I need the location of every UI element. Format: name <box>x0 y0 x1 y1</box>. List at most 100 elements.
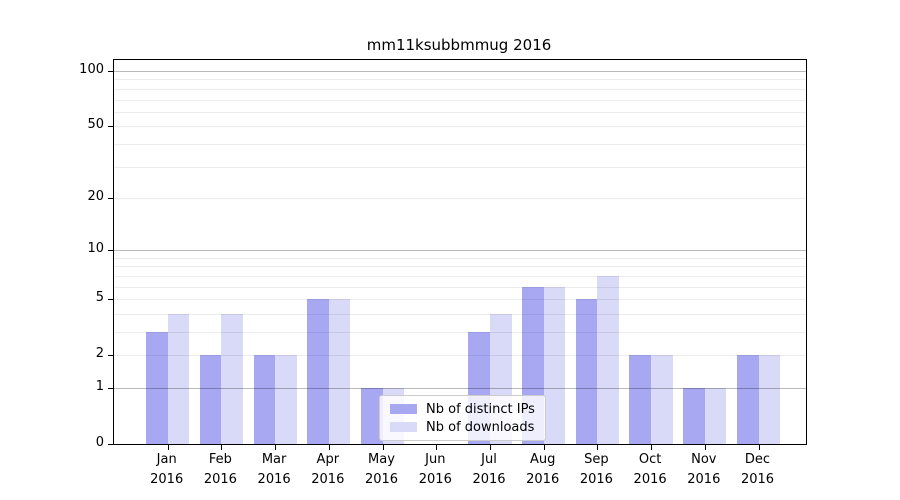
x-tick-label: Oct 2016 <box>618 450 682 490</box>
x-tick-label-month: Dec <box>744 452 771 467</box>
x-tick-label-year: 2016 <box>633 472 667 487</box>
x-tick-label-year: 2016 <box>687 472 721 487</box>
x-tick-label: Dec 2016 <box>726 450 790 490</box>
legend-swatch-distinct-ips <box>390 404 417 414</box>
x-tick-label: Mar 2016 <box>242 450 306 490</box>
bar-distinct-ips-apr <box>307 299 329 444</box>
gridline-y-7 <box>114 275 806 277</box>
y-tick-mark <box>108 299 113 301</box>
x-tick-label-year: 2016 <box>740 472 775 487</box>
x-tick-mark <box>758 445 760 450</box>
gridline-y-100 <box>114 71 806 72</box>
x-tick-label-month: Nov <box>691 452 717 467</box>
x-tick-label-year: 2016 <box>472 472 506 487</box>
x-tick-label-year: 2016 <box>579 472 613 487</box>
bar-downloads-mar <box>275 355 297 444</box>
gridline-y-30 <box>114 166 806 168</box>
legend-label: Nb of distinct IPs <box>426 401 535 417</box>
y-tick-mark <box>108 250 113 252</box>
x-tick-label: Aug 2016 <box>511 450 575 490</box>
y-tick-mark <box>108 197 113 199</box>
x-tick-label: Jan 2016 <box>135 450 199 490</box>
bar-distinct-ips-jan <box>146 332 168 444</box>
gridline-y-1 <box>114 388 806 389</box>
gridline-y-50 <box>114 126 806 128</box>
legend-row: Nb of distinct IPs <box>390 401 535 417</box>
y-tick-mark <box>108 126 113 128</box>
chart-title: mm11ksubbmmug 2016 <box>366 36 552 54</box>
gridline-y-40 <box>114 143 806 145</box>
gridline-y-4 <box>114 313 806 315</box>
gridline-y-10 <box>114 250 806 252</box>
y-tick-label: 0 <box>95 435 104 450</box>
y-tick-label: 2 <box>95 346 104 362</box>
x-tick-mark <box>543 445 545 450</box>
y-tick-label: 5 <box>95 290 104 306</box>
x-tick-label-year: 2016 <box>418 472 452 487</box>
gridline-y-90 <box>114 79 806 81</box>
x-tick-mark <box>275 445 277 450</box>
bar-distinct-ips-sep <box>575 299 598 444</box>
plot-area: Nb of distinct IPs Nb of downloads <box>108 59 807 450</box>
bar-downloads-oct <box>651 355 673 444</box>
gridline-y-60 <box>114 111 806 113</box>
y-tick-label: 20 <box>87 188 104 204</box>
x-tick-label-year: 2016 <box>150 472 184 487</box>
x-tick-mark <box>704 445 706 450</box>
bar-distinct-ips-oct <box>629 355 652 444</box>
x-tick-label-month: Aug <box>529 452 556 467</box>
x-tick-label-year: 2016 <box>364 472 399 487</box>
bar-downloads-dec <box>758 355 781 444</box>
x-tick-mark <box>221 445 223 450</box>
x-tick-label: Nov 2016 <box>672 450 736 490</box>
y-tick-mark <box>108 444 113 445</box>
y-tick-label: 1 <box>95 379 104 394</box>
bar-distinct-ips-feb <box>199 355 222 444</box>
x-tick-label-month: Jul <box>481 452 497 467</box>
x-tick-mark <box>436 445 438 450</box>
gridline-y-3 <box>114 332 806 333</box>
x-tick-label-month: Jun <box>425 452 446 467</box>
x-tick-label-year: 2016 <box>257 472 291 487</box>
x-tick-mark <box>651 445 653 450</box>
legend-swatch-downloads <box>390 422 417 432</box>
x-tick-label-year: 2016 <box>311 472 345 487</box>
gridline-y-20 <box>114 197 806 199</box>
bar-distinct-ips-may <box>360 388 383 444</box>
bar-distinct-ips-dec <box>736 355 759 444</box>
bar-downloads-sep <box>597 275 619 444</box>
tick-marks-layer <box>108 60 806 450</box>
gridline-y-5 <box>114 299 806 301</box>
x-tick-label: Jun 2016 <box>403 450 467 490</box>
bar-downloads-feb <box>221 313 243 444</box>
bar-downloads-jan <box>167 313 190 444</box>
y-tick-label: 50 <box>87 117 104 133</box>
gridline-y-8 <box>114 266 806 268</box>
y-tick-mark <box>108 388 113 389</box>
gridline-y-80 <box>114 88 806 90</box>
y-tick-label: 100 <box>79 62 104 77</box>
bar-distinct-ips-mar <box>253 355 276 444</box>
x-tick-label-month: May <box>368 452 395 467</box>
x-tick-mark <box>597 445 599 450</box>
bar-distinct-ips-nov <box>683 388 705 444</box>
y-tick-mark <box>108 355 113 357</box>
x-tick-mark <box>490 445 491 450</box>
x-tick-label-year: 2016 <box>526 472 560 487</box>
gridlines-layer <box>114 60 806 444</box>
bar-downloads-aug <box>543 286 566 444</box>
gridline-y-6 <box>114 286 806 288</box>
gridline-y-70 <box>114 99 806 101</box>
x-tick-mark <box>167 445 169 450</box>
legend-row: Nb of downloads <box>390 419 535 435</box>
bar-downloads-apr <box>328 299 351 444</box>
gridline-y-9 <box>114 257 806 259</box>
legend-label: Nb of downloads <box>426 419 535 435</box>
x-tick-mark <box>328 445 330 450</box>
x-tick-label-month: Mar <box>261 452 287 467</box>
x-tick-label: Jul 2016 <box>457 450 521 490</box>
x-tick-label: Feb 2016 <box>188 450 252 490</box>
x-tick-label-month: Apr <box>316 452 340 467</box>
x-tick-label-year: 2016 <box>203 472 237 487</box>
